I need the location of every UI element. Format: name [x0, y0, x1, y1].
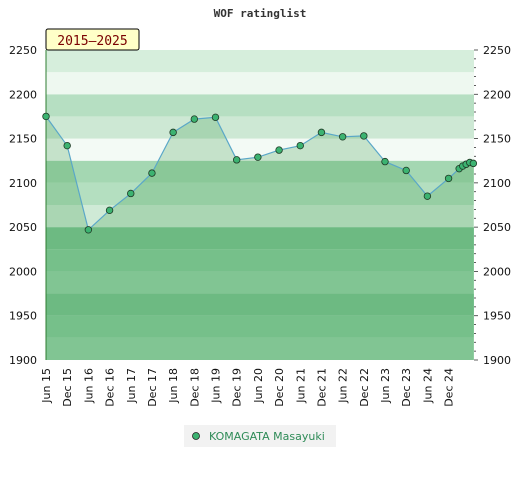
x-tick-label: Jun 19: [210, 368, 223, 404]
x-tick-label: Dec 16: [104, 368, 117, 407]
x-tick-label: Dec 15: [61, 368, 74, 407]
y-tick-label-right: 2150: [483, 133, 511, 146]
data-point: [148, 169, 156, 177]
x-tick-label: Jun 20: [252, 368, 265, 404]
y-tick-label-right: 2100: [483, 177, 511, 190]
grid-band: [46, 293, 474, 316]
grid-band: [46, 182, 474, 205]
x-tick-label: Jun 15: [40, 368, 53, 404]
y-tick-label-right: 1900: [483, 354, 511, 367]
x-tick-label: Jun 18: [167, 368, 180, 404]
grid-band: [46, 160, 474, 183]
rating-area: [46, 116, 474, 361]
grid-band: [46, 116, 474, 139]
y-tick-label-left: 2000: [9, 265, 37, 278]
grid-band: [46, 249, 474, 272]
y-axis-right: 1900 1950 2000 2050 2100 2150 2200 2250: [483, 44, 511, 367]
data-point: [232, 156, 241, 164]
grid-band: [46, 271, 474, 294]
data-point: [211, 113, 220, 122]
legend-marker: [192, 432, 200, 440]
data-point: [169, 128, 177, 137]
x-tick-label: Jun 22: [337, 368, 350, 404]
y-tick-label-right: 1950: [483, 310, 511, 323]
grid-band: [46, 227, 474, 250]
legend-box: [184, 425, 336, 447]
y-axis-left: 1900 1950 2000 2050 2100 2150 2200 2250: [9, 44, 37, 367]
data-points: [42, 112, 478, 234]
data-point: [423, 192, 432, 200]
y-tick-label-left: 2100: [9, 177, 37, 190]
data-point: [296, 141, 304, 150]
x-axis: Jun 15 Dec 15 Jun 16 Dec 16 Jun 17 Dec 17 Jun …: [40, 368, 456, 407]
x-tick-label: Dec 24: [443, 368, 456, 407]
data-point: [338, 133, 347, 141]
x-tick-label: Dec 23: [400, 368, 413, 407]
chart-title: WOF ratinglist: [214, 7, 307, 20]
y-tick-label-left: 1900: [9, 354, 37, 367]
y-tick-label-left: 1950: [9, 310, 37, 323]
data-point: [254, 153, 262, 161]
y-tick-label-left: 2150: [9, 133, 37, 146]
y-tick-label-left: 2250: [9, 44, 37, 57]
grid-band: [46, 315, 474, 338]
x-tick-label: Jun 17: [125, 368, 138, 404]
period-badge-text: 2015–2025: [57, 34, 127, 49]
y-tick-label-left: 2050: [9, 221, 37, 234]
y-tick-label-left: 2200: [9, 88, 37, 101]
grid-band: [46, 337, 474, 360]
grid-band: [46, 138, 474, 161]
y-tick-label-right: 2200: [483, 88, 511, 101]
data-point: [444, 174, 453, 183]
data-point: [402, 166, 410, 175]
x-tick-label: Dec 18: [188, 368, 201, 407]
data-point: [105, 206, 114, 215]
y-tick-label-right: 2000: [483, 265, 511, 278]
background-bands: [46, 50, 474, 360]
y-tick-label-right: 2050: [483, 221, 511, 234]
period-badge: 2015–2025: [45, 28, 140, 51]
data-point: [127, 189, 135, 198]
grid-band: [46, 94, 474, 117]
data-point: [360, 132, 368, 140]
data-point: [469, 159, 478, 168]
x-tick-label: Dec 22: [358, 368, 371, 407]
x-tick-label: Jun 21: [294, 368, 307, 404]
x-tick-label: Dec 20: [273, 368, 286, 407]
legend-series-name: KOMAGATA Masayuki: [209, 430, 325, 443]
x-tick-label: Dec 21: [315, 368, 328, 407]
period-badge-box: [45, 28, 140, 51]
legend: KOMAGATA Masayuki: [184, 425, 336, 447]
data-point: [84, 226, 93, 234]
y-tick-label-right: 2250: [483, 44, 511, 57]
grid-band: [46, 205, 474, 228]
data-point: [190, 115, 199, 123]
right-minor-ticks: [474, 49, 478, 361]
grid-band: [46, 72, 474, 95]
x-tick-label: Dec 17: [146, 368, 159, 407]
x-tick-label: Jun 23: [379, 368, 392, 404]
data-point: [381, 157, 389, 166]
grid-band: [46, 50, 474, 73]
data-point: [63, 141, 71, 150]
data-point: [317, 128, 326, 137]
data-point: [275, 146, 283, 154]
x-tick-label: Dec 19: [231, 368, 244, 407]
x-tick-label: Jun 16: [82, 368, 95, 404]
x-tick-label: Jun 24: [421, 368, 434, 404]
data-point: [42, 112, 50, 121]
